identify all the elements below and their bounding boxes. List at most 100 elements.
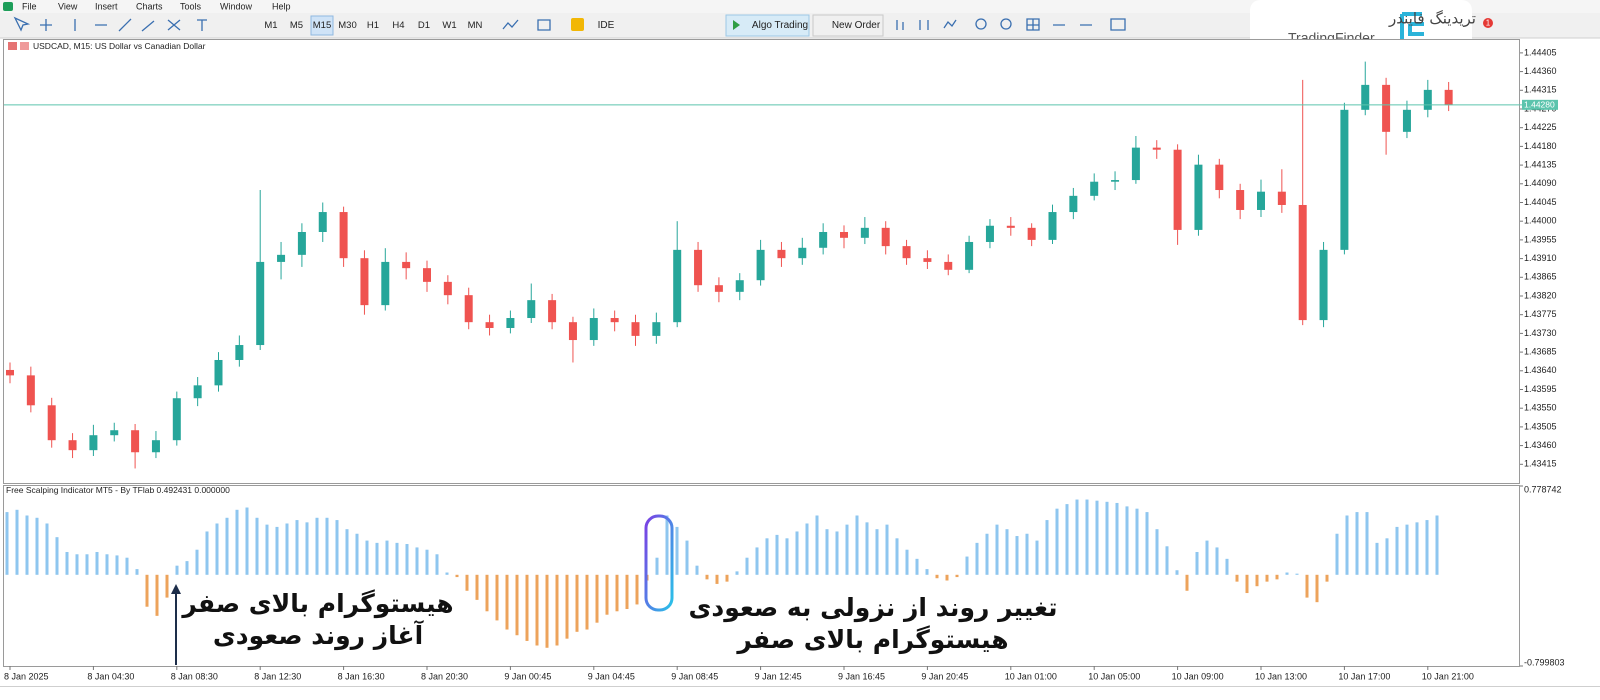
histogram-bar [1135,508,1139,575]
logo-name-fa: تریدینگ فایندر [1388,10,1476,28]
x-tick-label: 9 Jan 04:45 [588,671,635,681]
candle-body [756,249,765,281]
x-tick-label: 10 Jan 01:00 [1005,671,1057,681]
timeframe-button[interactable]: H4 [392,20,404,31]
candle-body [1257,191,1265,210]
histogram-bar [1215,547,1219,575]
histogram-bar [965,556,969,575]
histogram-bar [1395,526,1399,575]
candle-body [1006,225,1015,228]
histogram-bar [795,531,799,575]
candle-body [673,249,682,323]
timeframe-button[interactable]: M30 [338,20,356,31]
menu-item[interactable]: Window [220,1,253,11]
histogram-bar [585,574,589,630]
histogram-bar [1075,499,1079,575]
algo-trading-button[interactable] [725,14,810,37]
timeframe-button[interactable]: M15 [313,20,331,31]
histogram-bar [1275,574,1279,580]
histogram-bar [615,574,619,612]
candle-body [714,285,723,292]
candle-body [360,258,369,306]
ide-label[interactable]: IDE [598,20,615,31]
histogram-bar [365,540,369,575]
histogram-bar [595,574,599,623]
zoom-in-icon[interactable] [975,18,987,30]
x-tick-label: 8 Jan 20:30 [421,671,468,681]
histogram-bar [35,517,39,575]
histogram-bar [1325,574,1329,582]
histogram-bar [675,526,679,575]
menu-item[interactable]: Charts [136,1,163,11]
menu-item[interactable]: Tools [180,1,202,11]
drawing-icons[interactable] [74,18,181,32]
text-icon[interactable] [197,19,207,31]
notification-badge[interactable] [1483,18,1493,28]
histogram-bar [1405,524,1409,575]
candle-body [339,212,348,259]
zoom-out-icon[interactable] [1000,18,1012,30]
timeframe-button[interactable]: H1 [367,20,379,31]
histogram-bar [665,515,669,575]
tile-icon[interactable] [1026,18,1040,31]
histogram-bar [1015,536,1019,575]
histogram-bar [495,574,499,621]
histogram-bar [815,515,819,575]
y-tick-label: 1.43550 [1524,403,1557,413]
histogram-bar [835,531,839,575]
histogram-bar [755,547,759,575]
histogram-bar [155,574,159,616]
histogram-bar [325,517,329,575]
y-tick-label: 1.43865 [1524,272,1557,282]
candle-body [1131,147,1140,181]
histogram-bar [395,542,399,575]
chart-type-icons[interactable] [502,19,551,31]
candle-body [151,440,160,453]
play-icon [733,20,740,30]
timeframe-button[interactable]: MN [468,20,483,31]
histogram-bar [705,574,709,580]
timeframe-button[interactable]: D1 [418,20,430,31]
candle-body [485,322,494,328]
new-order-button[interactable] [812,14,884,37]
histogram-bar [765,538,769,575]
cursor-icon[interactable] [13,16,31,32]
histogram-bar [825,529,829,575]
timeframe-button[interactable]: M1 [264,20,277,31]
menu-item[interactable]: File [22,1,37,11]
candle-body [1277,191,1286,205]
timeframe-button[interactable]: W1 [442,20,456,31]
marketplace-icon[interactable] [571,18,584,31]
timeframe-button[interactable]: M5 [290,20,303,31]
histogram-bar [855,515,859,575]
y-tick-label: 1.44090 [1524,178,1557,188]
histogram-bar [1435,515,1439,575]
scroll-icons[interactable] [1053,18,1126,31]
candle-body [777,249,786,259]
candle-body [68,440,77,451]
menu-item[interactable]: View [58,1,78,11]
histogram-bar [985,533,989,575]
histogram-bar [925,569,929,575]
candle-body [944,261,953,270]
histogram-bar [745,557,749,575]
chart-mode-icons[interactable] [896,19,957,30]
candle-body [297,231,306,255]
candle-body [47,405,56,441]
indicator-title: Free Scalping Indicator MT5 - By TFlab 0… [6,485,230,495]
active-timeframe [310,15,334,36]
menu-item[interactable]: Help [272,1,291,11]
crosshair-icon[interactable] [40,19,52,31]
candle-body [318,212,327,232]
menu-item[interactable]: Insert [95,1,118,11]
histogram-bar [45,523,49,575]
histogram-bar [1355,512,1359,575]
histogram-bar [1115,502,1119,575]
candle-body [1340,109,1349,250]
y-tick-label: 1.44360 [1524,66,1557,76]
histogram-bar [125,557,129,575]
candle-body [819,231,828,248]
histogram-bar [425,549,429,575]
histogram-bar [565,574,569,639]
histogram-bar [575,574,579,632]
